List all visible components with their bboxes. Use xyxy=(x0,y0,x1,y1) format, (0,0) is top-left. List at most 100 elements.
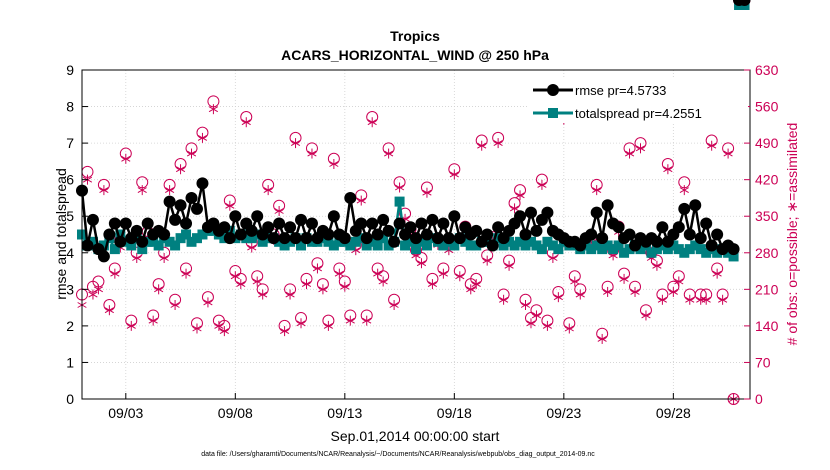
obs-assimilated-marker xyxy=(548,253,558,263)
obs-assimilated-marker xyxy=(427,279,438,290)
y-tick-label-left: 4 xyxy=(66,245,74,261)
obs-assimilated-marker xyxy=(340,281,350,292)
rmse-point xyxy=(481,228,494,241)
obs-assimilated-marker xyxy=(553,292,563,303)
x-tick-label: 09/13 xyxy=(327,405,362,421)
totalspread-point xyxy=(662,244,673,255)
totalspread-point xyxy=(274,236,285,247)
obs-assimilated-marker xyxy=(110,268,120,279)
totalspread-point xyxy=(465,240,476,251)
rmse-point xyxy=(519,228,532,241)
rmse-point xyxy=(81,239,94,252)
obs-assimilated-marker xyxy=(186,148,197,159)
y-tick-label-right: 420 xyxy=(755,172,779,188)
totalspread-point xyxy=(367,236,378,247)
y-tick-label-right: 490 xyxy=(755,135,779,151)
rmse-point xyxy=(108,217,121,230)
obs-assimilated-marker xyxy=(296,318,306,329)
obs-assimilated-marker xyxy=(499,294,509,305)
totalspread-point xyxy=(635,244,646,255)
obs-assimilated-marker xyxy=(537,179,547,190)
y-tick-label-left: 1 xyxy=(66,354,74,370)
obs-assimilated-marker xyxy=(93,284,104,295)
obs-assimilated-marker xyxy=(301,279,312,290)
obs-assimilated-marker xyxy=(121,153,131,164)
obs-assimilated-marker xyxy=(509,203,520,214)
axes-layer: 0 1 2 3 4 5 6 7 8 9 0 70 140 210 280 350 420 490 560 630 09/… xyxy=(66,62,778,421)
totalspread-point xyxy=(126,240,137,251)
rmse-point xyxy=(623,228,636,241)
obs-assimilated-marker xyxy=(279,326,290,337)
obs-assimilated-marker xyxy=(416,258,427,269)
totalspread-point xyxy=(378,233,389,244)
rmse-point xyxy=(114,235,127,248)
x-tick-label: 09/08 xyxy=(218,405,253,421)
obs-assimilated-marker xyxy=(362,315,372,326)
totalspread-point xyxy=(498,240,509,251)
totalspread-point xyxy=(586,244,597,255)
obs-assimilated-marker xyxy=(252,276,262,287)
obs-assimilated-marker xyxy=(482,255,492,266)
rmse-point xyxy=(453,232,466,245)
totalspread-point xyxy=(98,240,109,251)
rmse-point xyxy=(174,199,187,212)
rmse-point xyxy=(103,228,116,241)
totalspread-point xyxy=(323,236,334,247)
obs-assimilated-marker xyxy=(323,320,333,331)
rmse-point xyxy=(251,210,264,223)
obs-assimilated-marker xyxy=(493,138,503,149)
totalspread-point xyxy=(608,244,619,255)
totalspread-point xyxy=(591,240,602,251)
totalspread-point xyxy=(246,233,257,244)
rmse-point xyxy=(371,228,384,241)
y-axis-label-right: # of obs: o=possible; ∗=assimilated xyxy=(784,123,800,346)
obs-assimilated-marker xyxy=(159,253,169,263)
obs-assimilated-marker xyxy=(104,305,114,316)
totalspread-point xyxy=(613,240,624,251)
totalspread-point xyxy=(421,240,432,251)
y-tick-label-right: 140 xyxy=(755,318,779,334)
obs-assimilated-marker xyxy=(663,164,673,175)
obs-assimilated-marker xyxy=(192,323,202,334)
legend-label-rmse: rmse pr=4.5733 xyxy=(575,83,666,98)
rmse-point xyxy=(229,210,242,223)
legend-box xyxy=(528,77,748,123)
totalspread-point xyxy=(400,240,411,251)
totalspread-point xyxy=(602,240,613,251)
totalspread-point xyxy=(460,236,471,247)
rmse-point xyxy=(289,232,302,245)
totalspread-point xyxy=(328,240,339,251)
totalspread-point xyxy=(115,229,126,240)
totalspread-point xyxy=(547,240,558,251)
totalspread-point xyxy=(624,244,635,255)
rmse-point xyxy=(130,224,143,237)
obs-assimilated-marker xyxy=(219,326,229,337)
totalspread-point xyxy=(279,240,290,251)
obs-assimilated-marker xyxy=(99,185,109,196)
obs-assimilated-marker xyxy=(225,200,235,211)
x-tick-label: 09/28 xyxy=(656,405,691,421)
y-axis-label-left: rmse and totalspread xyxy=(53,168,69,300)
totalspread-point xyxy=(504,236,515,247)
totalspread-point xyxy=(257,236,268,247)
totalspread-point xyxy=(186,236,197,247)
totalspread-point xyxy=(383,240,394,251)
rmse-point xyxy=(415,217,428,230)
rmse-point xyxy=(727,243,740,256)
totalspread-point xyxy=(394,196,405,207)
totalspread-point xyxy=(241,233,252,244)
obs-assimilated-marker xyxy=(170,300,180,310)
obs-assimilated-marker xyxy=(132,253,142,263)
totalspread-point xyxy=(334,236,345,247)
rmse-point xyxy=(245,224,258,237)
legend-label-totalspread: totalspread pr=4.2551 xyxy=(575,106,702,121)
totalspread-point xyxy=(509,240,520,251)
rmse-point xyxy=(612,221,625,234)
totalspread-point xyxy=(372,240,383,251)
x-tick-label: 09/18 xyxy=(437,405,472,421)
totalspread-point xyxy=(306,236,317,247)
rmse-point xyxy=(530,224,543,237)
rmse-point xyxy=(448,210,461,223)
obs-assimilated-marker xyxy=(285,289,295,300)
rmse-point xyxy=(585,228,598,241)
